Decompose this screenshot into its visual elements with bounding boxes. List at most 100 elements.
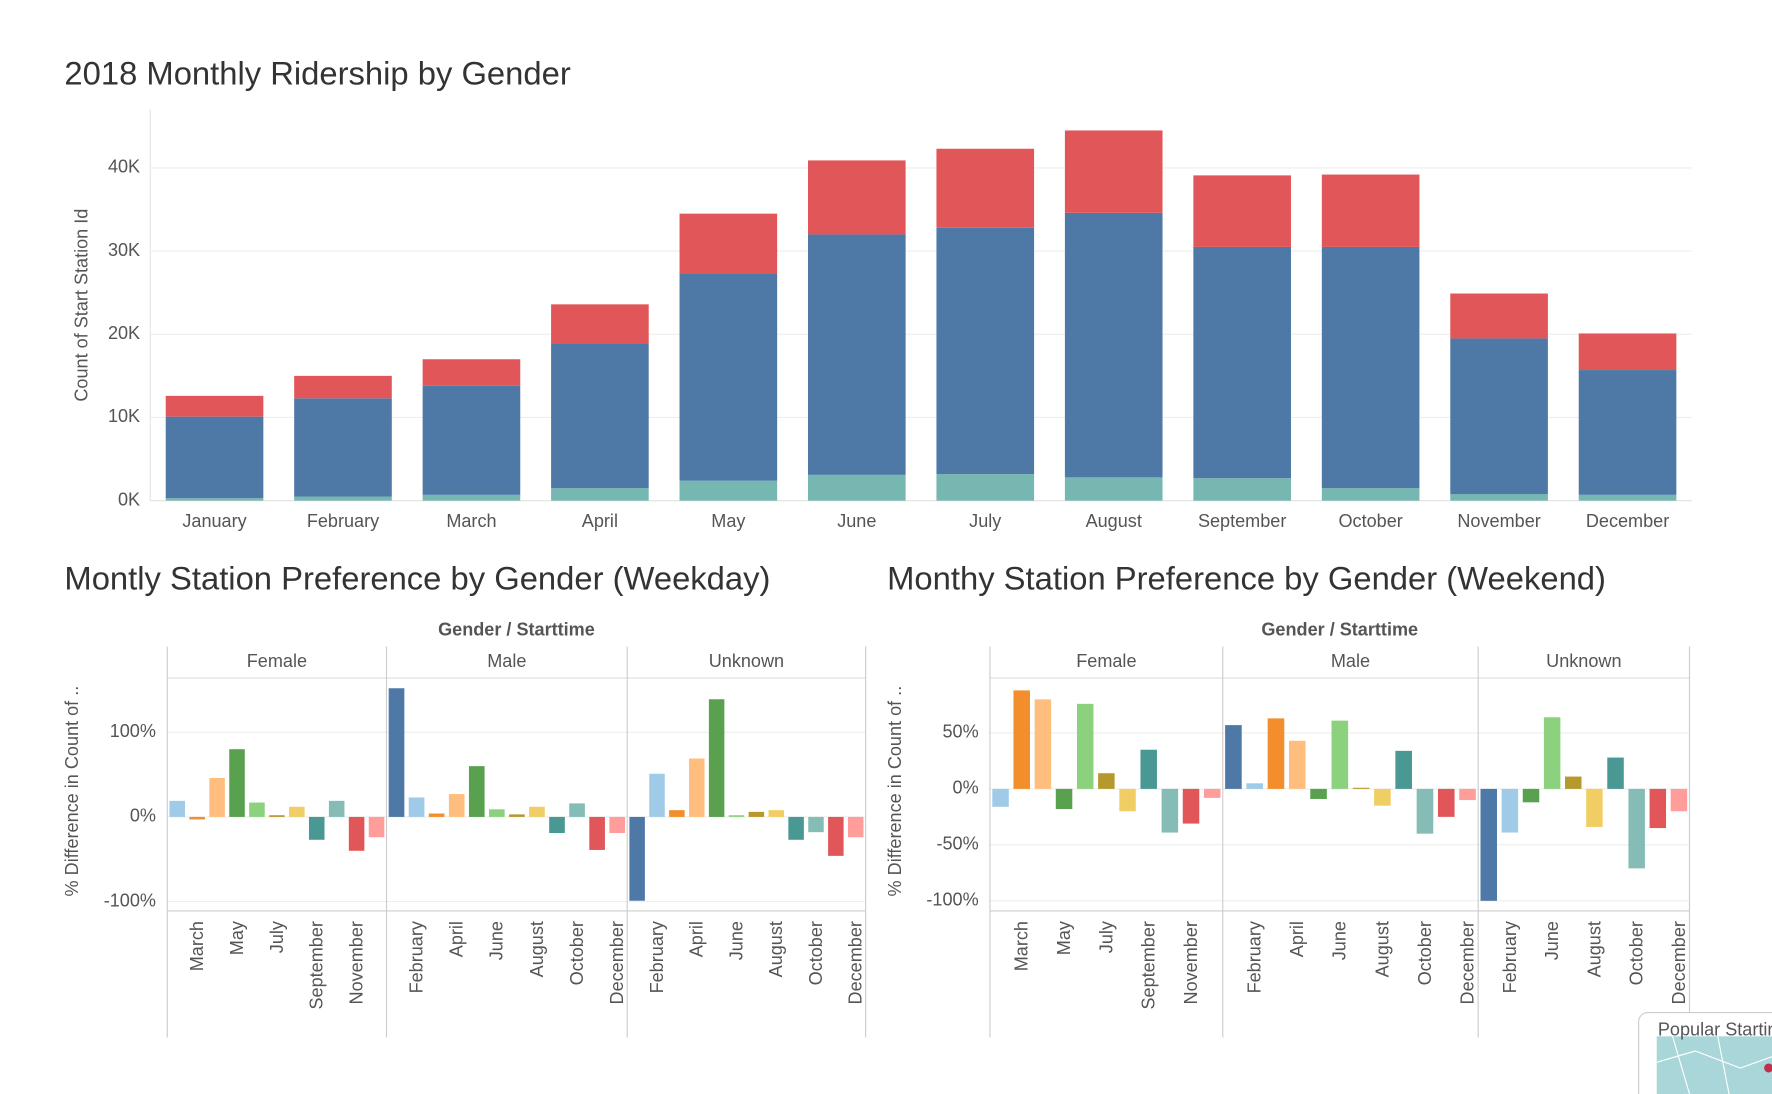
thumbnail-map (1656, 1036, 1772, 1094)
bar (229, 749, 245, 817)
bar (1395, 750, 1412, 789)
bar-segment (1193, 246, 1291, 479)
x-tick-label: July (1096, 921, 1116, 953)
y-tick-label: 0% (130, 806, 156, 826)
bar-segment (1064, 477, 1163, 501)
bar-segment (551, 304, 649, 344)
chart-title: Montly Station Preference by Gender (Wee… (64, 560, 770, 597)
bar-segment (422, 385, 521, 495)
x-tick-label: July (969, 511, 1001, 531)
bar (269, 815, 285, 817)
bar-segment (679, 480, 778, 501)
y-axis-label: % Difference in Count of .. (885, 686, 905, 897)
bar-segment (551, 488, 649, 501)
x-tick-label: September (1139, 921, 1159, 1009)
bar (169, 800, 185, 817)
bar (1076, 703, 1094, 789)
x-tick-label: October (1415, 921, 1435, 985)
bar (1267, 718, 1285, 789)
x-tick-label: February (406, 921, 426, 993)
bar (448, 794, 465, 817)
x-tick-label: December (1669, 921, 1689, 1004)
bar (1119, 788, 1136, 812)
bar-segment (1193, 175, 1291, 247)
bar (1013, 690, 1030, 789)
bar-segment (679, 213, 778, 274)
bar (1331, 720, 1349, 789)
bar (1607, 757, 1624, 789)
bar-segment (1064, 212, 1163, 478)
bar (408, 797, 425, 817)
bar (569, 803, 585, 817)
bar (348, 816, 365, 851)
y-tick-label: 50% (942, 722, 978, 742)
x-tick-label: July (267, 921, 287, 953)
bar (1161, 788, 1179, 833)
bar-segment (422, 359, 521, 386)
bar (1649, 788, 1667, 829)
y-tick-label: -50% (936, 834, 978, 854)
bar-segment (1321, 488, 1420, 501)
x-tick-label: February (1500, 921, 1520, 993)
thumbnail-roads (1656, 1036, 1772, 1094)
x-tick-label: October (567, 921, 587, 985)
bar (1416, 788, 1434, 834)
x-tick-label: April (687, 921, 707, 957)
bar-segment (551, 343, 649, 489)
bar (368, 816, 385, 838)
bar (1140, 749, 1157, 789)
x-tick-label: August (527, 921, 547, 977)
bar (728, 815, 745, 817)
bar (748, 811, 765, 817)
chart-title: 2018 Monthly Ridership by Gender (64, 54, 570, 91)
bar (609, 816, 626, 834)
bar (708, 699, 725, 817)
x-tick-label: May (227, 921, 247, 955)
facet-name: Male (1331, 651, 1370, 671)
facet-header: Gender / Starttime (438, 619, 595, 639)
bar (669, 810, 685, 817)
bar-segment (1450, 338, 1548, 495)
bar (847, 816, 864, 838)
x-tick-label: June (837, 511, 876, 531)
bar (1437, 788, 1455, 817)
bar (249, 802, 265, 817)
bar-segment (1450, 494, 1548, 501)
bar-segment (1193, 478, 1291, 501)
x-tick-label: August (1086, 511, 1142, 531)
bar-segment (294, 375, 392, 399)
x-tick-label: December (1586, 511, 1669, 531)
bar (388, 688, 405, 817)
x-tick-label: December (846, 921, 866, 1004)
bar (649, 773, 665, 817)
bar-segment (294, 398, 392, 497)
bar-segment (422, 494, 521, 501)
bar-segment (1578, 494, 1677, 501)
bar (1586, 788, 1603, 827)
bar-segment (807, 474, 906, 501)
x-tick-label: February (1245, 921, 1265, 993)
bar (209, 777, 225, 817)
y-tick-label: 30K (108, 240, 140, 260)
y-tick-label: -100% (104, 890, 156, 910)
bar-segment (165, 498, 264, 501)
bar (488, 809, 505, 817)
bar (1628, 788, 1645, 869)
bar (788, 816, 804, 840)
x-tick-label: June (1542, 921, 1562, 960)
bar-segment (936, 227, 1035, 475)
x-tick-label: March (187, 921, 207, 971)
bar (1225, 725, 1242, 789)
x-tick-label: June (1330, 921, 1350, 960)
x-tick-label: September (1198, 511, 1286, 531)
bar (1480, 788, 1497, 901)
x-tick-label: February (647, 921, 667, 993)
x-tick-label: October (806, 921, 826, 985)
x-tick-label: June (726, 921, 746, 960)
bar (509, 814, 525, 817)
bar (289, 806, 305, 817)
y-axis-label: % Difference in Count of .. (62, 686, 82, 897)
y-tick-label: -100% (926, 890, 978, 910)
bar (1352, 787, 1370, 789)
bar-segment (1321, 174, 1420, 247)
